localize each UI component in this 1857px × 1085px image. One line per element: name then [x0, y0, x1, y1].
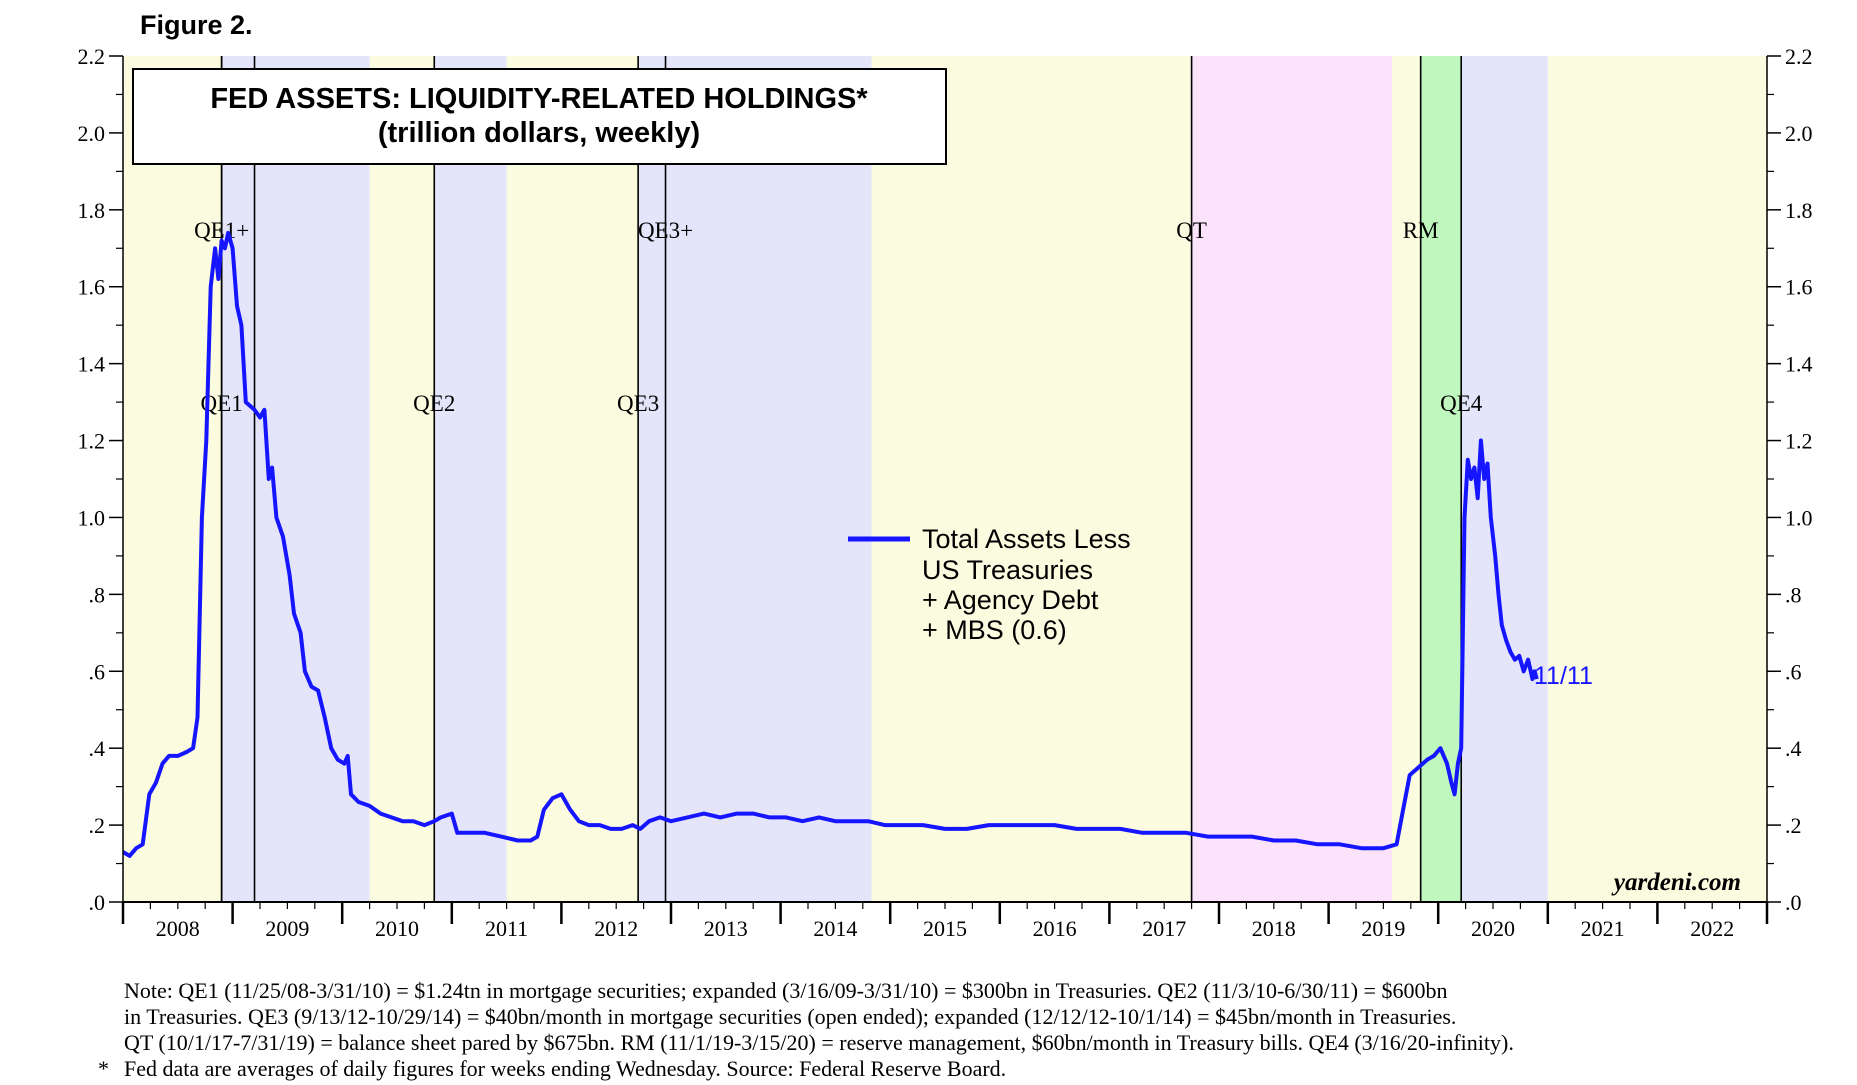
series-line-0 [121, 230, 1539, 858]
y-tick-label-right-2: .4 [1785, 736, 1802, 761]
shaded-period-4 [506, 56, 639, 902]
figure-label: Figure 2. [140, 10, 253, 40]
y-tick-label-left-10: 2.0 [78, 121, 106, 146]
shaded-period-2 [369, 56, 435, 902]
y-tick-label-right-3: .6 [1785, 659, 1802, 684]
y-tick-label-left-8: 1.6 [78, 275, 106, 300]
event-label-rm: RM [1403, 218, 1439, 243]
x-tick-label-2013: 2013 [704, 916, 748, 941]
x-tick-label-2019: 2019 [1361, 916, 1405, 941]
y-tick-label-left-2: .4 [89, 736, 106, 761]
y-tick-label-left-5: 1.0 [78, 505, 106, 530]
x-tick-label-2015: 2015 [923, 916, 967, 941]
shaded-period-0 [123, 56, 222, 902]
y-axis-right: .0 .2 .4 .6 .8 1.0 1.2 1.4 1.6 1.8 2.0 2.2 [1767, 44, 1813, 915]
x-tick-label-2011: 2011 [485, 916, 528, 941]
y-tick-label-right-7: 1.4 [1785, 352, 1813, 377]
y-tick-label-right-4: .8 [1785, 582, 1802, 607]
y-axis-left: .0 .2 .4 .6 .8 1.0 1.2 1.4 1.6 1.8 2.0 2.2 [78, 44, 123, 915]
y-tick-label-right-11: 2.2 [1785, 44, 1813, 69]
event-lines [220, 56, 1463, 902]
note-line-2: in Treasuries. QE3 (9/13/12-10/29/14) = … [124, 1004, 1457, 1029]
y-tick-label-left-0: .0 [89, 890, 106, 915]
x-tick-label-2012: 2012 [594, 916, 638, 941]
footnote-star: * [98, 1056, 109, 1081]
y-tick-label-left-7: 1.4 [78, 352, 106, 377]
x-tick-label-2020: 2020 [1471, 916, 1515, 941]
y-tick-label-left-4: .8 [89, 582, 106, 607]
y-tick-label-right-1: .2 [1785, 813, 1802, 838]
x-tick-label-2017: 2017 [1142, 916, 1186, 941]
x-tick-label-2022: 2022 [1690, 916, 1734, 941]
y-tick-label-right-10: 2.0 [1785, 121, 1813, 146]
y-tick-label-left-1: .2 [89, 813, 106, 838]
y-tick-label-left-11: 2.2 [78, 44, 106, 69]
legend-entry-4: + MBS (0.6) [922, 615, 1067, 645]
title-box: FED ASSETS: LIQUIDITY-RELATED HOLDINGS* … [132, 68, 947, 165]
series-group [121, 230, 1539, 858]
footnote-text: Fed data are averages of daily figures f… [124, 1056, 1007, 1081]
note-line-3: QT (10/1/17-7/31/19) = balance sheet par… [124, 1030, 1514, 1055]
shaded-period-8 [1392, 56, 1421, 902]
shaded-period-3 [434, 56, 507, 902]
y-tick-label-right-6: 1.2 [1785, 429, 1813, 454]
chart-subtitle: (trillion dollars, weekly) [378, 117, 700, 149]
y-tick-label-right-8: 1.6 [1785, 275, 1813, 300]
x-tick-label-2014: 2014 [813, 916, 857, 941]
notes: Note: QE1 (11/25/08-3/31/10) = $1.24tn i… [98, 978, 1838, 1082]
y-tick-label-right-0: .0 [1785, 890, 1802, 915]
x-tick-label-2021: 2021 [1581, 916, 1625, 941]
note-line-4: * Fed data are averages of daily figures… [98, 1056, 1838, 1082]
y-tick-label-left-9: 1.8 [78, 198, 106, 223]
legend-entry-3: + Agency Debt [922, 585, 1099, 615]
event-label-qe3: QE3 [617, 391, 659, 416]
end-label: 11/11 [1534, 662, 1593, 690]
x-tick-label-2010: 2010 [375, 916, 419, 941]
note-line-1: Note: QE1 (11/25/08-3/31/10) = $1.24tn i… [124, 978, 1448, 1003]
shaded-period-6 [871, 56, 1192, 902]
legend: Total Assets Less US Treasuries + Agency… [848, 524, 1131, 645]
legend-entry-2: US Treasuries [922, 555, 1093, 585]
x-tick-label-2008: 2008 [156, 916, 200, 941]
shaded-period-7 [1191, 56, 1393, 902]
chart-title: FED ASSETS: LIQUIDITY-RELATED HOLDINGS* [210, 83, 868, 115]
y-tick-label-left-6: 1.2 [78, 429, 106, 454]
shaded-periods [123, 56, 1767, 902]
x-tick-label-2009: 2009 [265, 916, 309, 941]
x-tick-label-2016: 2016 [1033, 916, 1077, 941]
y-tick-label-right-9: 1.8 [1785, 198, 1813, 223]
shaded-period-5 [638, 56, 872, 902]
event-label-qe3-plus: QE3+ [638, 218, 693, 243]
y-tick-label-right-5: 1.0 [1785, 505, 1813, 530]
event-label-qt: QT [1176, 218, 1207, 243]
event-label-qe2: QE2 [413, 391, 455, 416]
event-label-qe4: QE4 [1440, 391, 1483, 416]
y-tick-label-left-3: .6 [89, 659, 106, 684]
x-axis: 2008 2009 2010 2011 2012 2013 2014 2015 2016 2017… [121, 902, 1769, 941]
x-tick-label-2018: 2018 [1252, 916, 1296, 941]
shaded-period-11 [1547, 56, 1767, 902]
legend-entry-1: Total Assets Less [922, 524, 1131, 554]
source-brand: yardeni.com [1611, 869, 1741, 896]
